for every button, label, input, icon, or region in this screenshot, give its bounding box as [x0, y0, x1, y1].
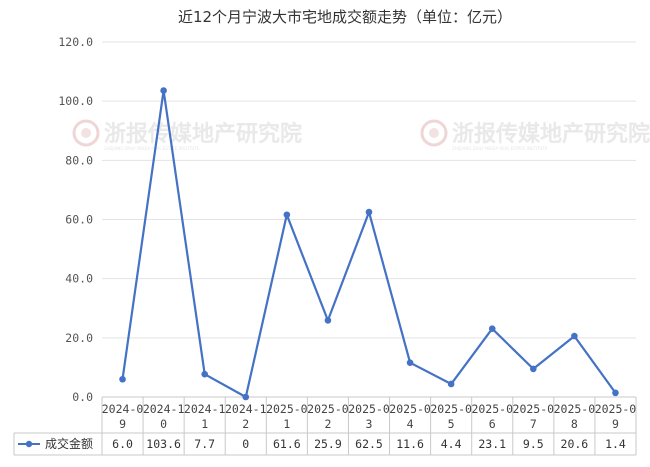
data-point [201, 370, 208, 378]
data-point [119, 375, 126, 383]
x-tick-label: 2025-0 [266, 402, 308, 416]
data-point [324, 317, 332, 324]
data-point [571, 332, 578, 340]
x-tick-label: 2025-0 [471, 402, 513, 416]
x-tick-label: 9 [612, 417, 619, 431]
watermark-subtext: ZHEJIANG DAILY MEDIA REAL ESTATE INSTITU… [104, 146, 200, 151]
data-point [365, 208, 373, 216]
table-cell-value: 103.6 [146, 437, 181, 451]
x-tick-label: 3 [366, 417, 373, 431]
data-point [612, 389, 619, 397]
table-cell-value: 11.6 [396, 437, 424, 451]
y-axis: 0.0 20.0 40.0 60.0 80.0 100.0 120.0 [58, 35, 93, 404]
y-tick-label: 40.0 [65, 272, 93, 286]
data-point [488, 325, 496, 332]
data-point [530, 365, 537, 373]
data-point [242, 393, 250, 401]
watermark-text: 浙报传媒地产研究院 [452, 121, 650, 147]
table-cell-value: 4.4 [441, 437, 462, 451]
x-tick-label: 2025-0 [595, 402, 637, 416]
y-tick-label: 80.0 [65, 153, 93, 167]
table-cell-value: 6.0 [112, 437, 133, 451]
y-tick-label: 20.0 [65, 331, 93, 345]
table-cell-value: 1.4 [605, 437, 626, 451]
x-tick-label: 1 [283, 417, 290, 431]
x-tick-label: 2025-0 [348, 402, 390, 416]
watermark-subtext: ZHEJIANG DAILY MEDIA REAL ESTATE INSTITU… [452, 146, 548, 151]
y-tick-label: 0.0 [72, 390, 93, 404]
x-tick-label: 1 [201, 417, 208, 431]
x-tick-label: 4 [407, 417, 414, 431]
table-cell-value: 61.6 [273, 437, 301, 451]
y-tick-label: 100.0 [58, 94, 93, 108]
x-tick-label: 2 [324, 417, 331, 431]
data-point [160, 87, 167, 94]
watermark-text: 浙报传媒地产研究院 [104, 121, 302, 147]
y-tick-label: 120.0 [58, 35, 93, 49]
table-cell-value: 7.7 [194, 437, 215, 451]
legend-marker [25, 440, 33, 448]
gridlines [102, 41, 636, 339]
data-point [406, 359, 414, 366]
watermark-right: 浙报传媒地产研究院 ZHEJIANG DAILY MEDIA REAL ESTA… [420, 119, 650, 151]
data-point [283, 211, 291, 219]
x-tick-label: 2025-0 [430, 402, 472, 416]
data-table: 2024-096.02024-10103.62024-117.72024-120… [13, 396, 637, 456]
x-tick-label: 5 [448, 417, 455, 431]
table-cell-value: 9.5 [523, 437, 544, 451]
table-cell-value: 62.5 [355, 437, 383, 451]
table-cell-value: 0 [242, 437, 249, 451]
y-tick-label: 60.0 [65, 213, 93, 227]
x-tick-label: 2024-1 [143, 402, 185, 416]
x-tick-label: 2024-0 [102, 402, 144, 416]
table-cell-value: 20.6 [561, 437, 589, 451]
x-tick-label: 6 [489, 417, 496, 431]
x-tick-label: 2025-0 [307, 402, 349, 416]
table-cell-value: 23.1 [478, 437, 506, 451]
x-tick-label: 2025-0 [389, 402, 431, 416]
watermark-left: 浙报传媒地产研究院 ZHEJIANG DAILY MEDIA REAL ESTA… [72, 119, 302, 151]
x-tick-label: 9 [119, 417, 126, 431]
legend-label: 成交金额 [45, 436, 93, 451]
x-tick-label: 0 [160, 417, 167, 431]
x-tick-label: 7 [530, 417, 537, 431]
watermark-logo-icon [420, 119, 448, 147]
x-tick-label: 2024-1 [225, 402, 267, 416]
x-tick-label: 8 [571, 417, 578, 431]
series-layer [119, 87, 619, 401]
data-point [447, 380, 455, 388]
x-tick-label: 2025-0 [513, 402, 555, 416]
x-tick-label: 2025-0 [554, 402, 596, 416]
x-tick-label: 2024-1 [184, 402, 226, 416]
table-cell-value: 25.9 [314, 437, 342, 451]
watermark-logo-icon [72, 119, 100, 147]
chart-title: 近12个月宁波大市宅地成交额走势（单位：亿元） [178, 8, 512, 26]
x-tick-label: 2 [242, 417, 249, 431]
